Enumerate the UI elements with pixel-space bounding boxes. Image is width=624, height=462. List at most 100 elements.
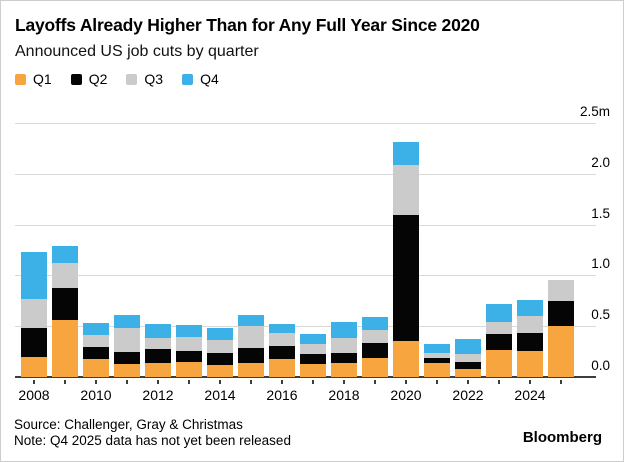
bar-segment-2014-Q3 [207,340,233,353]
bar-segment-2017-Q4 [300,334,326,344]
bar-segment-2010-Q4 [83,323,109,335]
bar-segment-2018-Q1 [331,363,357,377]
bar-2011 [114,315,140,377]
bar-segment-2025-Q1 [548,326,574,377]
x-axis-tick [436,379,438,384]
x-axis-label: 2020 [390,387,422,403]
y-axis-label: 2.0 [591,154,610,170]
bar-segment-2016-Q4 [269,324,295,333]
bar-segment-2009-Q3 [52,263,78,288]
x-axis-tick [95,379,97,384]
x-axis-tick [188,379,190,384]
bar-segment-2016-Q1 [269,359,295,377]
bar-segment-2012-Q3 [145,338,171,349]
bar-segment-2013-Q4 [176,325,202,337]
x-axis-tick [529,379,531,384]
bar-segment-2008-Q2 [21,328,47,357]
gridline [15,123,596,124]
legend-label-q2: Q2 [88,71,108,87]
bar-segment-2017-Q3 [300,344,326,354]
bar-segment-2011-Q2 [114,352,140,364]
x-axis-tick [281,379,283,384]
bar-segment-2008-Q3 [21,299,47,328]
bar-segment-2011-Q4 [114,315,140,328]
legend: Q1 Q2 Q3 Q4 [15,71,219,87]
bar-segment-2009-Q4 [52,246,78,263]
source-text: Source: Challenger, Gray & Christmas [14,417,243,432]
bar-segment-2011-Q1 [114,364,140,377]
bar-segment-2009-Q1 [52,320,78,377]
y-axis-label: 1.5 [591,205,610,221]
bar-segment-2018-Q2 [331,353,357,363]
x-axis-label: 2022 [452,387,484,403]
bar-segment-2017-Q1 [300,364,326,377]
bar-2010 [83,323,109,377]
bar-2021 [424,344,450,377]
chart-title: Layoffs Already Higher Than for Any Full… [15,15,480,35]
bar-segment-2016-Q3 [269,333,295,346]
gridline [15,275,596,277]
bar-segment-2022-Q1 [455,369,481,377]
bar-2018 [331,322,357,377]
bar-segment-2023-Q4 [486,304,512,322]
x-axis-label: 2014 [204,387,236,403]
bar-segment-2017-Q2 [300,354,326,364]
legend-item-q4: Q4 [182,71,219,87]
bar-segment-2024-Q2 [517,333,543,351]
bar-2025 [548,280,574,377]
bar-segment-2023-Q1 [486,350,512,377]
x-axis-tick [64,379,66,384]
bar-2008 [21,252,47,377]
bar-segment-2023-Q2 [486,334,512,350]
bar-segment-2012-Q1 [145,363,171,377]
bar-segment-2024-Q1 [517,351,543,377]
bar-segment-2015-Q1 [238,363,264,377]
bar-2015 [238,315,264,377]
bar-segment-2011-Q3 [114,328,140,352]
bar-segment-2019-Q1 [362,358,388,377]
bar-segment-2021-Q2 [424,358,450,363]
note-text: Note: Q4 2025 data has not yet been rele… [14,433,291,448]
bar-segment-2023-Q3 [486,322,512,334]
bar-segment-2015-Q4 [238,315,264,326]
y-axis-label: 1.0 [591,256,610,272]
bar-segment-2018-Q3 [331,338,357,353]
legend-item-q1: Q1 [15,71,52,87]
x-axis-tick [126,379,128,384]
x-axis-tick [219,379,221,384]
x-axis-label: 2018 [328,387,360,403]
bar-2009 [52,246,78,377]
legend-item-q2: Q2 [70,71,108,87]
bar-segment-2010-Q1 [83,359,109,377]
x-axis-label: 2008 [18,387,50,403]
bar-segment-2021-Q3 [424,353,450,358]
bar-segment-2008-Q1 [21,357,47,377]
bar-2014 [207,328,233,377]
bar-segment-2019-Q4 [362,317,388,330]
bar-segment-2010-Q2 [83,347,109,359]
x-axis-tick [33,379,35,384]
x-axis-tick [312,379,314,384]
bar-segment-2019-Q2 [362,343,388,358]
legend-label-q3: Q3 [144,71,164,87]
plot-area [15,123,596,378]
bar-segment-2022-Q2 [455,362,481,369]
bar-segment-2018-Q4 [331,322,357,338]
bar-2017 [300,334,326,377]
x-axis-tick [405,379,407,384]
bar-segment-2014-Q1 [207,365,233,377]
bar-segment-2009-Q2 [52,288,78,320]
x-axis-label: 2012 [142,387,174,403]
bloomberg-logo: Bloomberg [522,429,602,446]
q4-swatch-icon [182,73,194,85]
bar-2020 [393,142,419,377]
bar-segment-2015-Q2 [238,348,264,363]
bar-segment-2021-Q4 [424,344,450,353]
legend-label-q4: Q4 [200,71,219,87]
bar-segment-2008-Q4 [21,252,47,299]
x-axis-tick [250,379,252,384]
bar-segment-2020-Q3 [393,165,419,215]
x-axis-tick [498,379,500,384]
y-axis-label: 0.0 [591,358,610,373]
